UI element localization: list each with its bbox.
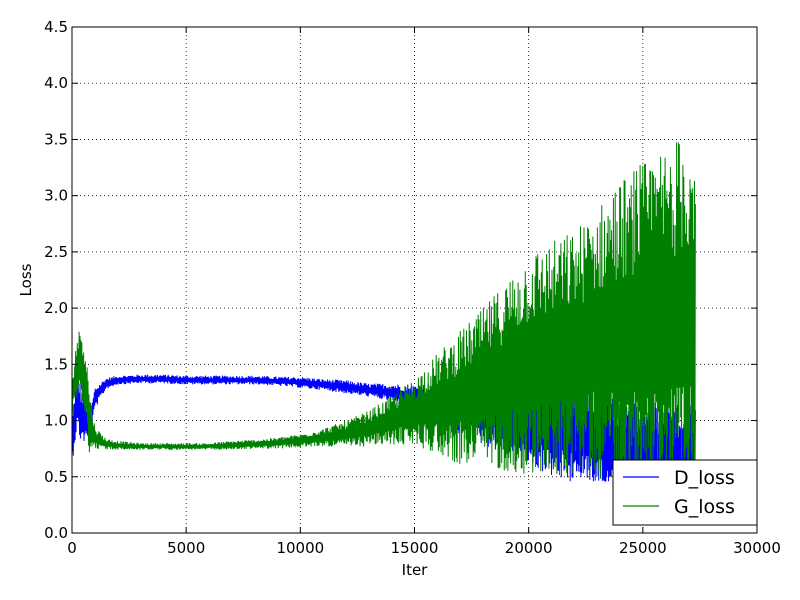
x-tick-label: 25000 [619,539,667,557]
legend-box [612,459,758,526]
x-axis-title: Iter [402,561,429,579]
y-axis-title: Loss [17,263,35,296]
ticks: 0 5000 10000 15000 20000 25000 30000 0.0 0.5 1.0 1… [44,18,781,557]
y-tick-label: 3.0 [44,187,68,205]
y-tick-label: 0.5 [44,468,68,486]
x-tick-label: 30000 [733,539,781,557]
x-tick-label: 10000 [276,539,324,557]
y-tick-label: 1.0 [44,412,68,430]
y-tick-label: 2.5 [44,243,68,261]
legend-label: D_loss [674,467,735,489]
legend: D_loss G_loss [612,459,758,526]
x-tick-label: 15000 [391,539,439,557]
y-tick-label: 3.5 [44,130,68,148]
y-tick-label: 2.0 [44,299,68,317]
x-tick-label: 20000 [505,539,553,557]
series-line-g-loss [71,142,696,483]
legend-label: G_loss [674,496,735,518]
y-tick-label: 0.0 [44,524,68,542]
y-tick-label: 4.5 [44,18,68,36]
x-tick-label: 0 [67,539,77,557]
y-tick-label: 1.5 [44,355,68,373]
y-tick-label: 4.0 [44,74,68,92]
series-layer [71,142,696,483]
x-tick-label: 5000 [167,539,205,557]
